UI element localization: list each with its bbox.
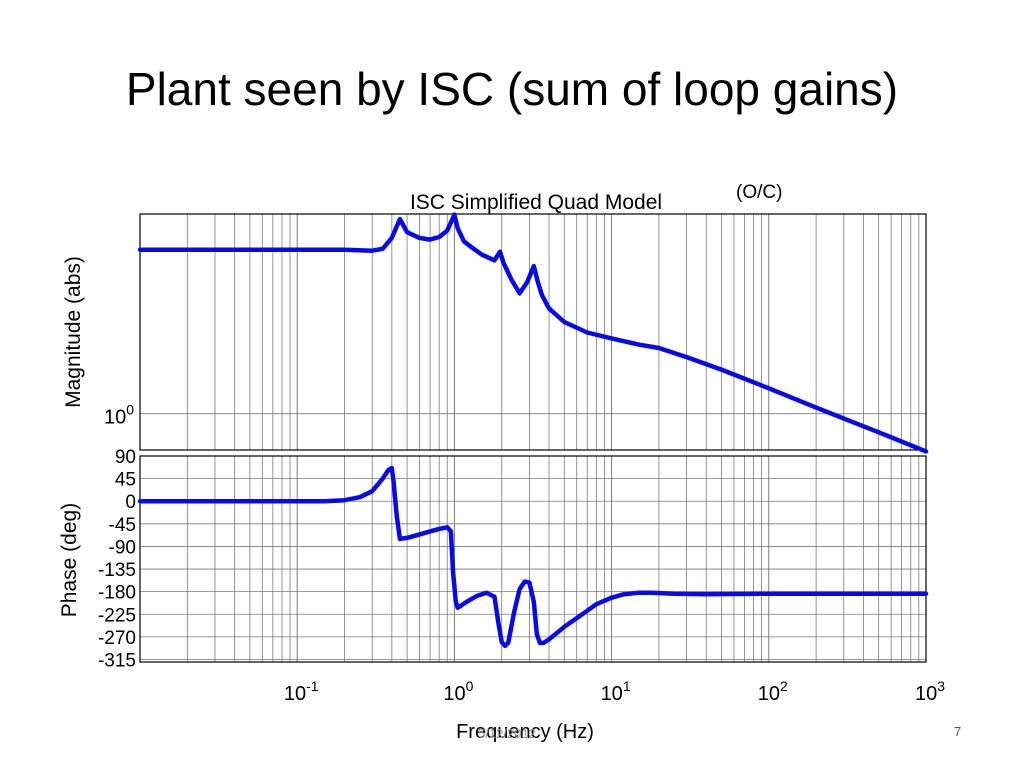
y-tick-label: -315: [98, 650, 136, 671]
slide-title: Plant seen by ISC (sum of loop gains): [125, 63, 899, 115]
x-axis-label: Frequency (Hz): [456, 721, 594, 743]
footer-date: 5/12/2012: [478, 726, 536, 741]
phase-y-label: Phase (deg): [58, 503, 81, 617]
tick-label: 102: [758, 678, 788, 705]
page-number: 7: [954, 724, 962, 739]
tick-label: 10-1: [284, 678, 319, 705]
y-tick-label: 45: [115, 470, 136, 491]
y-tick-label: -45: [109, 515, 136, 536]
phase-axes-frame: [139, 455, 927, 663]
tick-label: 103: [915, 678, 945, 705]
magnitude-y-label: Magnitude (abs): [62, 256, 85, 408]
magnitude-chart-title: ISC Simplified Quad Model: [410, 191, 662, 214]
phase-series-line: [137, 465, 929, 649]
phase-grid: [139, 455, 926, 662]
y-tick-label: 0: [125, 492, 136, 513]
x-tick-labels: 10-1 100 101 102 103: [284, 678, 945, 705]
tick-label: 100: [443, 678, 473, 705]
open-closed-annotation: (O/C): [736, 182, 783, 203]
y-tick-label: -135: [98, 560, 136, 581]
tick-label: 101: [601, 678, 631, 705]
tick-label: 100: [104, 402, 134, 429]
magnitude-y-tick-labels: 100: [104, 402, 134, 429]
y-tick-label: -225: [98, 605, 136, 626]
y-tick-label: -180: [98, 583, 136, 604]
y-tick-label: -270: [98, 628, 136, 649]
y-tick-label: -90: [109, 537, 136, 558]
magnitude-axes-frame: [139, 213, 927, 451]
y-tick-label: 90: [115, 447, 136, 468]
magnitude-series-line: [137, 212, 929, 454]
